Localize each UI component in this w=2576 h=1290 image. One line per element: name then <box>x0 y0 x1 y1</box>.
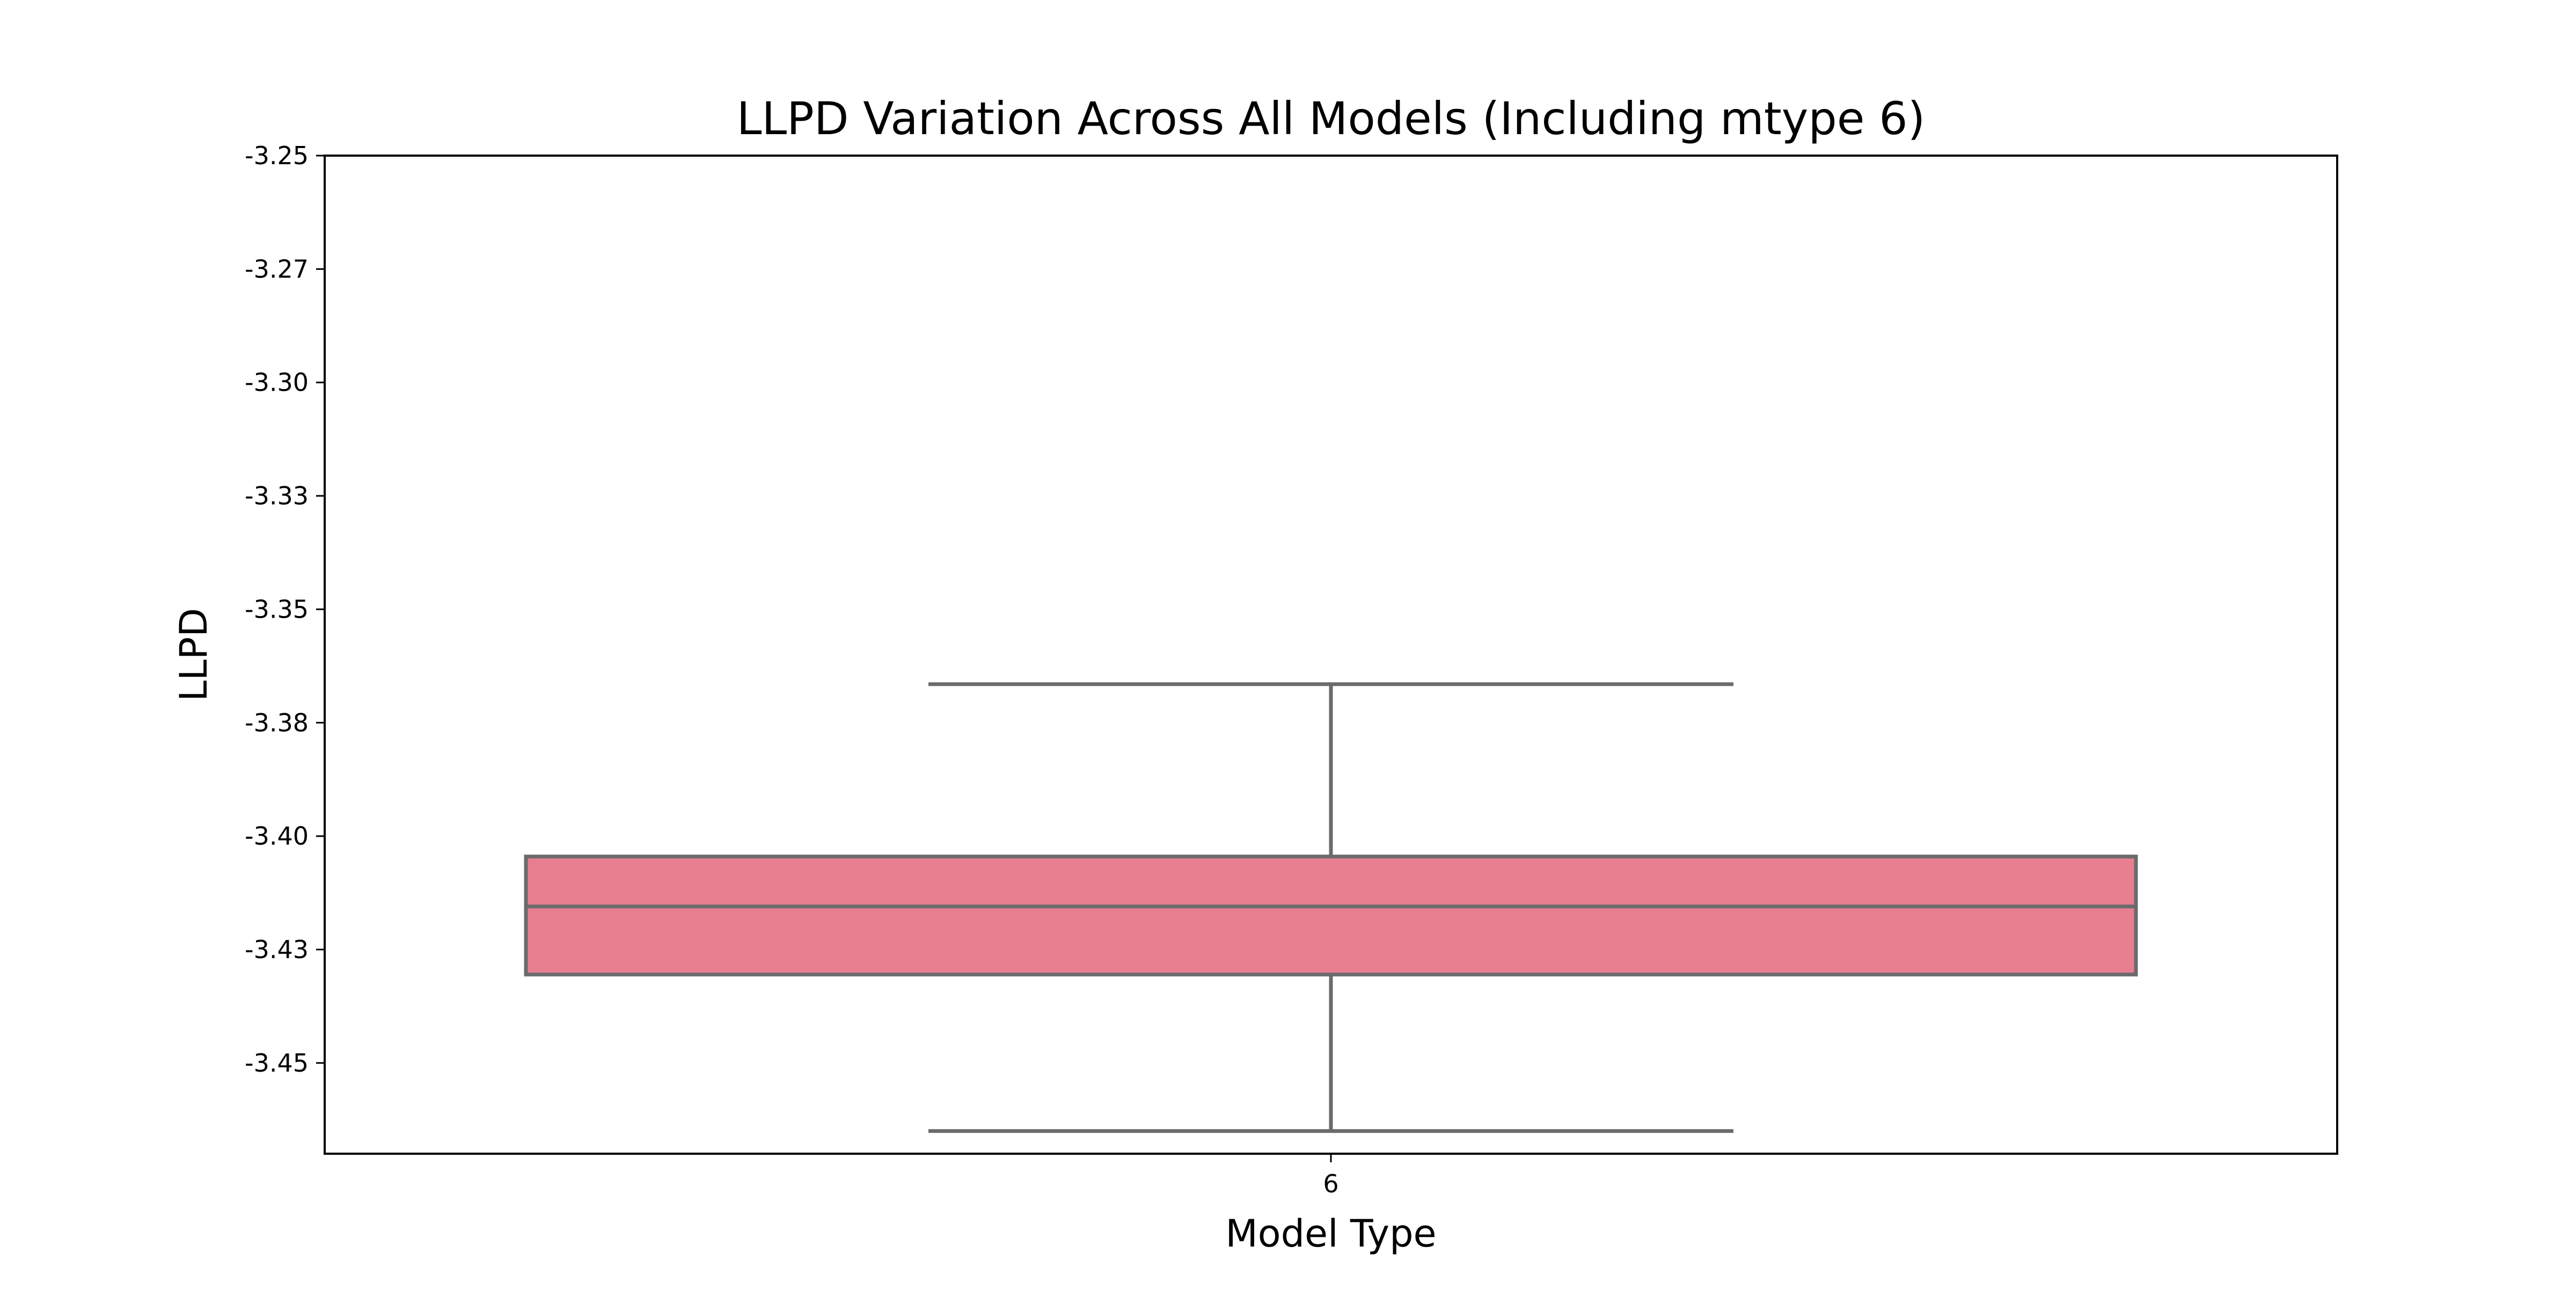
y-tick-label: -3.43 <box>245 935 309 964</box>
y-tick-label: -3.25 <box>245 141 309 170</box>
y-tick-label: -3.35 <box>245 595 309 624</box>
iqr-box <box>524 854 2138 977</box>
chart-title: LLPD Variation Across All Models (Includ… <box>737 92 1926 145</box>
y-tick-label: -3.40 <box>245 822 309 851</box>
x-tick-label: 6 <box>1323 1169 1338 1198</box>
y-tick-label: -3.27 <box>245 254 309 283</box>
plot-marks <box>524 682 2138 1133</box>
x-axis: 6 <box>1323 1154 1339 1198</box>
y-axis-label: LLPD <box>172 608 216 701</box>
plot-frame <box>324 155 2338 1155</box>
y-tick-label: -3.45 <box>245 1049 309 1078</box>
y-axis: -3.25 -3.27 -3.30 -3.33 -3.35 -3.38 -3.40 -3.43… <box>245 141 325 1078</box>
y-tick-label: -3.30 <box>245 368 309 397</box>
y-tick-label: -3.38 <box>245 708 309 737</box>
y-tick-label: -3.33 <box>245 481 309 510</box>
x-axis-label: Model Type <box>1225 1212 1436 1256</box>
